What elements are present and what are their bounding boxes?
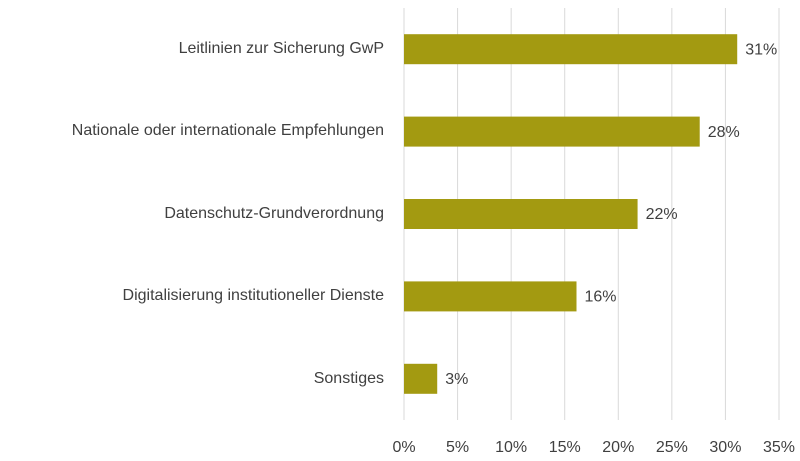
category-text: Sonstiges [313,369,384,387]
category-text: Digitalisierung institutioneller Dienste [122,287,384,305]
x-tick-label: 10% [495,439,527,456]
data-label: 31% [745,41,777,58]
x-tick-label: 5% [446,439,469,456]
bar [404,116,700,147]
category-label: Leitlinien zur Sicherung GwP [0,19,384,79]
x-tick-label: 20% [602,439,634,456]
bar [404,199,638,229]
category-label: Sonstiges [0,349,384,409]
category-text: Datenschutz-Grundverordnung [164,204,384,222]
bar [404,34,738,65]
data-label: 16% [585,289,617,306]
category-text: Nationale oder internationale Empfehlung… [71,122,384,140]
category-text: Leitlinien zur Sicherung GwP [178,39,384,57]
category-label: Nationale oder internationale Empfehlung… [0,102,384,162]
bar [404,363,438,394]
data-label: 22% [646,206,678,223]
data-label: 28% [708,124,740,141]
x-tick-label: 30% [709,439,741,456]
bar [404,281,577,312]
category-label: Datenschutz-Grundverordnung [0,184,384,244]
x-tick-label: 35% [763,439,795,456]
data-label: 3% [445,371,468,388]
x-tick-label: 25% [656,439,688,456]
x-tick-label: 0% [392,439,415,456]
category-label: Digitalisierung institutioneller Dienste [0,266,384,326]
x-tick-label: 15% [549,439,581,456]
